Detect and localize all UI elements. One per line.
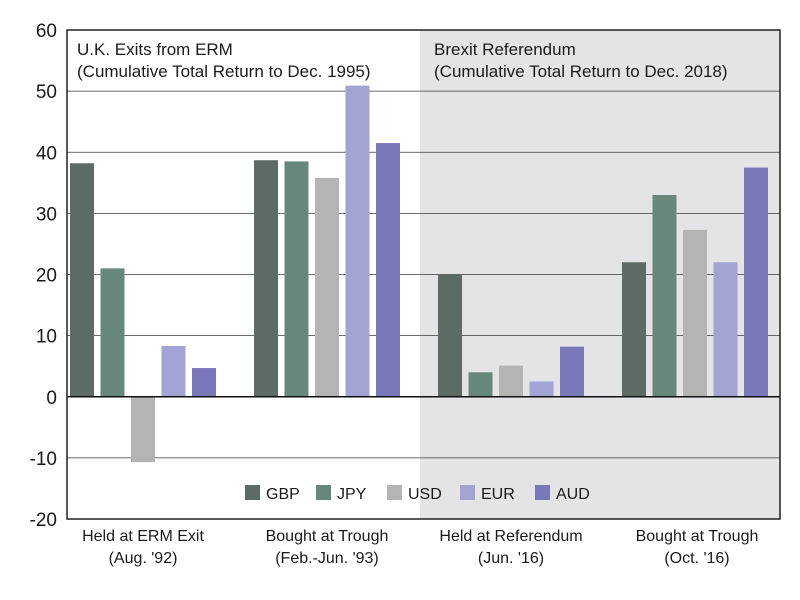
category-label-held-erm-line2: (Aug. '92) bbox=[109, 550, 178, 567]
category-label-trough-16-line2: (Oct. '16) bbox=[664, 550, 729, 567]
bar-usd-1 bbox=[315, 177, 339, 397]
y-tick-label: 0 bbox=[46, 388, 57, 409]
panel-title-brexit-line2: (Cumulative Total Return to Dec. 2018) bbox=[434, 62, 728, 81]
legend-swatch-aud bbox=[535, 485, 550, 500]
bar-aud-2 bbox=[560, 346, 584, 397]
panel-title-erm-line2: (Cumulative Total Return to Dec. 1995) bbox=[77, 62, 371, 81]
bar-gbp-1 bbox=[254, 160, 278, 397]
bar-gbp-3 bbox=[622, 262, 646, 397]
bar-eur-3 bbox=[713, 262, 738, 397]
legend-swatch-usd bbox=[387, 485, 402, 500]
bar-usd-2 bbox=[499, 365, 523, 397]
category-label-trough-16-line1: Bought at Trough bbox=[636, 528, 759, 545]
bar-usd-3 bbox=[683, 229, 707, 397]
bar-eur-1 bbox=[345, 85, 370, 397]
bar-jpy-2 bbox=[468, 372, 493, 397]
axis-layer: -20 -10 0 10 20 30 40 50 60 bbox=[30, 21, 781, 531]
panel-title-erm-line1: U.K. Exits from ERM bbox=[77, 40, 233, 59]
legend-label-gbp: GBP bbox=[266, 486, 300, 503]
legend-swatch-eur bbox=[460, 485, 475, 500]
legend-label-usd: USD bbox=[408, 486, 442, 503]
legend-label-jpy: JPY bbox=[337, 486, 367, 503]
bar-eur-0 bbox=[161, 346, 186, 397]
bar-gbp-0 bbox=[70, 163, 94, 397]
category-label-held-erm-line1: Held at ERM Exit bbox=[82, 528, 204, 545]
text-layer: U.K. Exits from ERM (Cumulative Total Re… bbox=[77, 40, 758, 567]
y-tick-label: -20 bbox=[30, 510, 57, 531]
bar-jpy-0 bbox=[100, 268, 125, 397]
bar-usd-0 bbox=[131, 396, 155, 463]
grid-layer bbox=[67, 90, 780, 459]
category-label-held-referendum-line2: (Jun. '16) bbox=[478, 550, 544, 567]
panel-title-brexit-line1: Brexit Referendum bbox=[434, 40, 576, 59]
bar-aud-1 bbox=[376, 143, 400, 397]
bar-jpy-3 bbox=[652, 195, 677, 397]
bar-aud-0 bbox=[192, 368, 216, 397]
legend-swatch-jpy bbox=[316, 485, 331, 500]
plot-frame bbox=[66, 29, 781, 520]
legend-label-eur: EUR bbox=[481, 486, 515, 503]
legend-label-aud: AUD bbox=[556, 486, 590, 503]
y-tick-label: 30 bbox=[36, 204, 57, 225]
y-tick-label: 60 bbox=[36, 21, 57, 42]
bar-aud-3 bbox=[744, 167, 768, 397]
bar-layer bbox=[70, 85, 768, 463]
category-label-trough-93-line1: Bought at Trough bbox=[266, 528, 389, 545]
bar-jpy-1 bbox=[284, 161, 309, 397]
y-tick-label: 20 bbox=[36, 266, 57, 287]
category-label-held-referendum-line1: Held at Referendum bbox=[439, 528, 582, 545]
bar-gbp-2 bbox=[438, 274, 462, 397]
y-tick-label: 50 bbox=[36, 82, 57, 103]
legend-swatch-gbp bbox=[245, 485, 260, 500]
y-tick-label: -10 bbox=[30, 449, 57, 470]
y-tick-label: 40 bbox=[36, 143, 57, 164]
bar-eur-2 bbox=[529, 381, 554, 397]
y-tick-label: 10 bbox=[36, 327, 57, 348]
category-label-trough-93-line2: (Feb.-Jun. '93) bbox=[275, 550, 379, 567]
